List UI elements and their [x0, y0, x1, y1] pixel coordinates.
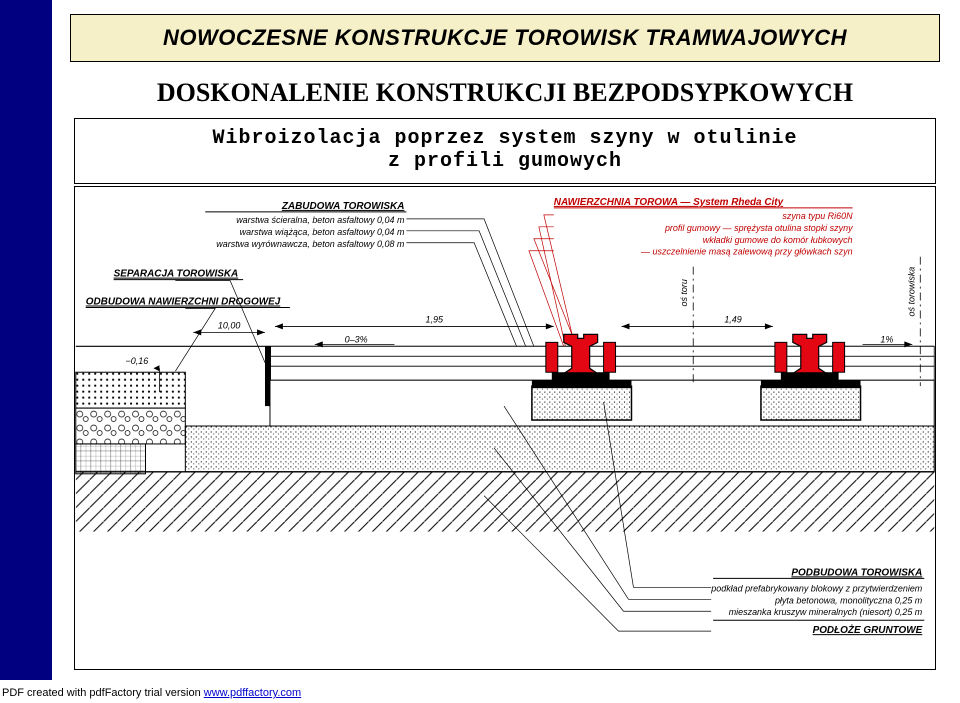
label-naw-head: NAWIERZCHNIA TOROWA — System Rheda City: [554, 197, 784, 208]
footer-link[interactable]: www.pdffactory.com: [204, 687, 301, 699]
label-naw-l2: profil gumowy — sprężysta otulina stopki…: [664, 223, 853, 233]
label-podbudowa-l2: płyta betonowa, monolityczna 0,25 m: [774, 595, 923, 605]
sleeper-right: [761, 380, 861, 420]
sidebar-stripe: [0, 0, 52, 680]
dim-1000: 10,00: [218, 320, 240, 330]
label-odb: ODBUDOWA NAWIERZCHNI DROGOWEJ: [86, 297, 281, 308]
label-naw-l3: wkładki gumowe do komór łubkowych: [703, 235, 853, 245]
label-zabudowa-head: ZABUDOWA TOROWISKA: [281, 201, 405, 212]
label-podbudowa-head: PODBUDOWA TOROWISKA: [791, 567, 922, 578]
dim-minus016: −0,16: [126, 356, 149, 366]
dim-03pct: 0–3%: [345, 334, 368, 344]
label-podloze: PODŁOŻE GRUNTOWE: [813, 625, 923, 636]
label-naw-l4: — uszczelnienie masą zalewową przy główk…: [640, 247, 853, 257]
label-zabudowa-l1: warstwa ścieralna, beton asfaltowy 0,04 …: [236, 215, 405, 225]
subtitle-line-1: Wibroizolacja poprzez system szyny w otu…: [85, 127, 925, 150]
dim-195: 1,95: [426, 314, 443, 324]
rail-right: [775, 334, 845, 382]
label-os-toru: oś toru: [679, 279, 689, 306]
sleeper-left: [532, 380, 632, 420]
label-podbudowa-l3: mieszanka kruszyw mineralnych (niesort) …: [729, 607, 923, 617]
headline: DOSKONALENIE KONSTRUKCJI BEZPODSYPKOWYCH: [70, 78, 940, 108]
label-os-torowiska: oś torowiska: [906, 267, 916, 317]
label-zabudowa-l2: warstwa wiążąca, beton asfaltowy 0,04 m: [240, 227, 405, 237]
label-sep: SEPARACJA TOROWISKA: [114, 269, 239, 280]
subtitle-box: Wibroizolacja poprzez system szyny w otu…: [74, 118, 936, 184]
dim-1pct: 1%: [880, 334, 893, 344]
footer: PDF created with pdfFactory trial versio…: [2, 687, 301, 699]
cross-section-diagram: ZABUDOWA TOROWISKA warstwa ścieralna, be…: [74, 186, 936, 670]
label-podbudowa-l1: podkład prefabrykowany blokowy z przytwi…: [710, 583, 923, 593]
banner-text: NOWOCZESNE KONSTRUKCJE TOROWISK TRAMWAJO…: [163, 25, 847, 51]
subtitle-line-2: z profili gumowych: [85, 150, 925, 173]
label-zabudowa-l3: warstwa wyrównawcza, beton asfaltowy 0,0…: [216, 239, 405, 249]
dim-149: 1,49: [724, 314, 741, 324]
title-banner: NOWOCZESNE KONSTRUKCJE TOROWISK TRAMWAJO…: [70, 14, 940, 62]
label-naw-l1: szyna typu Ri60N: [782, 211, 853, 221]
footer-text: PDF created with pdfFactory trial versio…: [2, 687, 204, 699]
rail-left: [546, 334, 616, 382]
